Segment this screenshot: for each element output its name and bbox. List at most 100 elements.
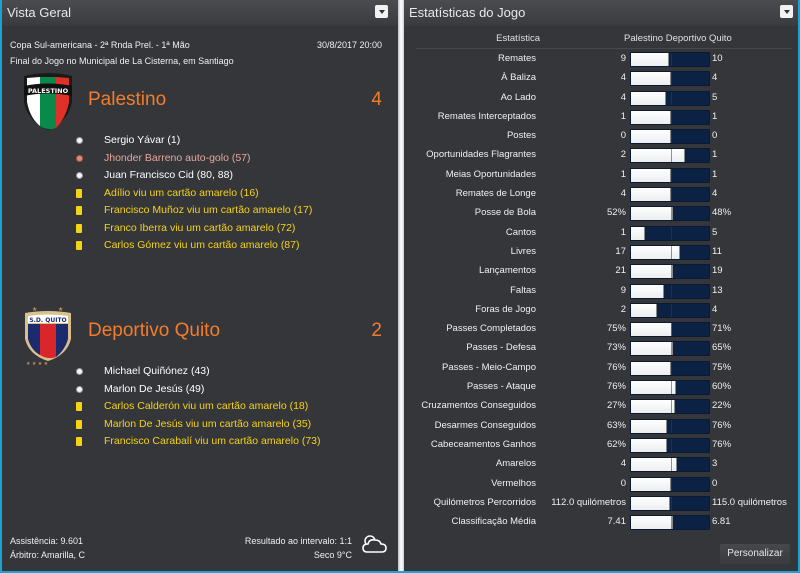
yellow-card-icon <box>76 188 82 198</box>
home-share-fill <box>631 53 669 66</box>
home-stat-value: 1 <box>620 226 626 238</box>
panel-divider[interactable] <box>398 0 404 571</box>
palestino-crest-icon: PALESTINO <box>24 73 72 130</box>
stat-row: Passes - Defesa 73% 65% <box>404 339 798 358</box>
home-team-name[interactable]: Palestino <box>88 89 167 110</box>
stat-label: Remates <box>497 53 536 64</box>
event-text: Marlon De Jesús (49) <box>104 382 205 395</box>
stat-row: Remates 9 10 <box>404 50 798 69</box>
event-text: Carlos Gómez viu um cartão amarelo (87) <box>104 239 300 251</box>
away-stat-value: 11 <box>712 245 722 257</box>
stat-row: Classificação Média 7.41 6.81 <box>404 513 798 532</box>
stat-comparison-bar <box>630 109 710 125</box>
home-stat-value: 4 <box>620 188 626 200</box>
bar-midline <box>671 130 672 144</box>
stats-table-header: Estatística Palestino Deportivo Quito <box>404 33 798 47</box>
bar-midline <box>671 477 672 491</box>
home-share-fill <box>631 207 673 221</box>
stat-comparison-bar <box>630 341 710 357</box>
home-share-fill <box>631 226 645 240</box>
bar-midline <box>671 458 672 472</box>
home-share-fill <box>631 477 671 491</box>
stat-comparison-bar <box>630 244 710 260</box>
away-stat-value: 1 <box>712 110 718 122</box>
event-text: Francisco Muñoz viu um cartão amarelo (1… <box>104 204 313 216</box>
home-stat-value: 4 <box>620 91 626 103</box>
home-share-fill <box>631 303 658 317</box>
bar-midline <box>671 400 672 414</box>
stat-comparison-bar <box>630 52 710 67</box>
overview-collapse-button[interactable] <box>375 5 388 18</box>
stat-row: Remates de Longe 4 4 <box>404 185 798 204</box>
stat-label: Quilómetros Percorridos <box>433 496 536 508</box>
weather-label: Seco 9°C <box>313 550 352 560</box>
stat-row: Passes - Ataque 76% 60% <box>404 378 798 397</box>
event-text: Michael Quiñónez (43) <box>104 365 210 377</box>
home-share-fill <box>631 419 667 433</box>
home-stat-value: 0 <box>620 477 626 489</box>
bar-midline <box>671 226 672 240</box>
stat-row: Lançamentos 21 19 <box>404 262 798 281</box>
yellow-card-icon <box>76 223 82 233</box>
event-item: Marlon De Jesús (49) <box>74 381 321 399</box>
svg-text:★: ★ <box>32 306 37 313</box>
away-stat-value: 3 <box>712 458 718 470</box>
yellow-card-icon <box>76 437 82 446</box>
away-team-name[interactable]: Deportivo Quito <box>88 320 221 341</box>
bar-midline <box>671 323 672 337</box>
stat-row: Posse de Bola 52% 48% <box>404 204 798 223</box>
stats-panel-title: Estatísticas do Jogo <box>409 5 526 20</box>
yellow-card-icon <box>76 206 82 215</box>
event-item: Carlos Calderón viu um cartão amarelo (1… <box>74 398 321 416</box>
referee-label: Árbitro: Amarilla, C <box>10 550 86 560</box>
home-stat-value: 76% <box>606 361 626 373</box>
away-stat-value: 4 <box>712 303 718 315</box>
stat-comparison-bar <box>630 225 710 241</box>
stat-label: Foras de Jogo <box>475 303 536 315</box>
away-stat-value: 10 <box>712 53 723 64</box>
stat-row: Cantos 1 5 <box>404 224 798 243</box>
away-stat-value: 60% <box>712 381 732 393</box>
home-share-fill <box>631 361 671 375</box>
stat-comparison-bar <box>630 283 710 299</box>
yellow-card-icon <box>76 402 82 411</box>
home-share-fill <box>631 496 671 510</box>
personalize-button[interactable]: Personalizar <box>720 544 790 564</box>
teams-column-header: Palestino Deportivo Quito <box>624 33 732 44</box>
away-stat-value: 4 <box>712 188 718 200</box>
match-datetime: 30/8/2017 20:00 <box>316 40 382 50</box>
dropdown-arrow-icon <box>378 9 385 14</box>
stat-label: À Baliza <box>501 72 536 84</box>
event-text: Sergio Yávar (1) <box>104 134 181 146</box>
stat-comparison-bar <box>630 302 710 318</box>
home-share-fill <box>631 342 674 356</box>
match-stats-panel: Estatísticas do Jogo Estatística Palesti… <box>404 0 798 571</box>
away-events-list: Michael Quiñónez (43) Marlon De Jesús (49… <box>74 363 321 451</box>
home-stat-value: 1 <box>620 110 626 122</box>
bar-midline <box>671 188 672 202</box>
stat-comparison-bar <box>630 148 710 164</box>
stat-label: Posse de Bola <box>474 207 536 219</box>
header-divider <box>416 48 792 49</box>
bar-midline <box>671 361 672 375</box>
goal-ball-icon <box>76 172 83 179</box>
stat-label: Passes - Ataque <box>466 381 536 393</box>
home-stat-value: 76% <box>606 381 626 393</box>
home-share-fill <box>631 381 676 395</box>
event-text: Carlos Calderón viu um cartão amarelo (1… <box>104 400 309 412</box>
match-footer: Assistência: 9.601 Resultado ao interval… <box>10 534 390 562</box>
away-stat-value: 19 <box>712 265 723 277</box>
away-stat-value: 71% <box>712 323 732 335</box>
stat-row: Cruzamentos Conseguidos 27% 22% <box>404 397 798 416</box>
home-share-fill <box>631 323 672 337</box>
overview-panel: Vista Geral Copa Sul-americana - 2ª Rnda… <box>2 0 398 571</box>
away-stat-value: 65% <box>712 342 732 354</box>
stat-label: Passes Completados <box>446 323 536 335</box>
home-share-fill <box>631 458 677 472</box>
stat-label: Cabeceamentos Ganhos <box>430 438 536 450</box>
stat-label: Ao Lado <box>500 91 536 103</box>
stat-comparison-bar <box>630 71 710 87</box>
stat-comparison-bar <box>630 90 710 106</box>
stats-collapse-button[interactable] <box>780 5 793 18</box>
bar-midline <box>671 438 672 452</box>
